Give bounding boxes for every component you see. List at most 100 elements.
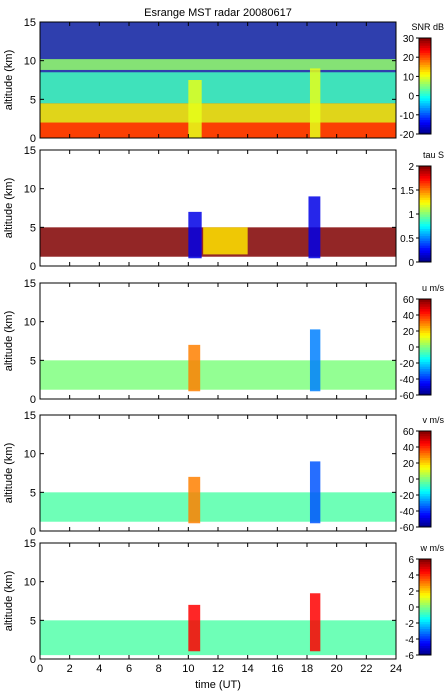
colorbar-swatch [419, 631, 431, 634]
colorbar-swatch [419, 308, 431, 312]
colorbar-swatch [419, 175, 431, 179]
colorbar-swatch [419, 392, 431, 396]
colorbar-swatch [419, 247, 431, 251]
colorbar-swatch [419, 81, 431, 85]
colorbar: 2 1.5 1 0.5 0 tau S [400, 150, 444, 269]
colorbar-swatch [419, 635, 431, 639]
colorbar-swatch [419, 166, 431, 169]
colorbar-swatch [419, 464, 431, 468]
colorbar-swatch [419, 378, 431, 382]
colorbar-swatch [419, 182, 431, 186]
colorbar-swatch [419, 252, 431, 256]
colorbar-swatch [419, 500, 431, 504]
colorbar-swatch [419, 563, 431, 567]
y-tick-label: 10 [24, 449, 36, 461]
colorbar-swatch [419, 347, 431, 350]
colorbar-swatch [419, 344, 431, 348]
colorbar-swatch [419, 597, 431, 601]
colorbar-tick-label: 60 [403, 295, 415, 306]
y-tick-label: 5 [30, 94, 36, 106]
colorbar-swatch [419, 568, 431, 572]
data-region [308, 196, 321, 259]
colorbar-swatch [419, 512, 431, 516]
colorbar-swatch [419, 363, 431, 367]
colorbar: 60 40 20 0 -20 -40 -60 v m/s [400, 415, 445, 534]
colorbar-swatch [419, 76, 431, 80]
colorbar-tick-label: -40 [400, 375, 415, 386]
colorbar-swatch [419, 240, 431, 244]
colorbar-swatch [419, 643, 431, 646]
colorbar-swatch [419, 88, 431, 92]
colorbar-swatch [419, 318, 431, 322]
colorbar-swatch [419, 62, 431, 65]
x-tick-label: 22 [360, 663, 372, 675]
colorbar-label: w m/s [420, 543, 445, 553]
colorbar-swatch [419, 380, 431, 384]
colorbar-swatch [419, 218, 431, 222]
colorbar-swatch [419, 351, 431, 355]
y-tick-label: 5 [30, 615, 36, 627]
colorbar-swatch [419, 640, 431, 644]
x-tick-label: 2 [67, 663, 73, 675]
data-region [40, 620, 396, 656]
colorbar-swatch [419, 354, 431, 358]
colorbar-swatch [419, 110, 431, 113]
colorbar-tick-label: 0 [408, 603, 414, 614]
y-tick-label: 15 [24, 538, 36, 550]
x-tick-label: 16 [271, 663, 283, 675]
colorbar-swatch [419, 373, 431, 377]
colorbar-swatch [419, 438, 431, 442]
colorbar-swatch [419, 230, 431, 234]
colorbar-swatch [419, 303, 431, 307]
colorbar-swatch [419, 117, 431, 121]
data-region [309, 329, 321, 392]
colorbar-swatch [419, 45, 431, 49]
colorbar-swatch [419, 561, 431, 565]
y-tick-label: 0 [30, 394, 36, 406]
colorbar-swatch [419, 614, 431, 618]
colorbar-tick-label: 2 [408, 162, 414, 173]
x-tick-label: 20 [331, 663, 343, 675]
colorbar-swatch [419, 112, 431, 116]
data-region [40, 72, 396, 104]
y-tick-label: 15 [24, 410, 36, 422]
data-region [40, 360, 396, 390]
colorbar-swatch [419, 259, 431, 263]
colorbar-tick-label: -20 [400, 130, 415, 141]
colorbar-tick-label: 20 [403, 53, 415, 64]
y-axis-label: altitude (km) [3, 178, 15, 239]
colorbar-swatch [419, 330, 431, 334]
data-region [188, 80, 202, 138]
colorbar-swatch [419, 623, 431, 627]
y-axis-label: altitude (km) [3, 443, 15, 504]
colorbar-tick-label: -4 [405, 635, 414, 646]
colorbar-swatch [419, 479, 431, 482]
colorbar-swatch [419, 180, 431, 184]
colorbar-swatch [419, 211, 431, 215]
colorbar-swatch [419, 481, 431, 485]
colorbar-swatch [419, 119, 431, 123]
colorbar-swatch [419, 587, 431, 591]
data-region [203, 227, 248, 255]
colorbar-swatch [419, 223, 431, 227]
colorbar-swatch [419, 93, 431, 97]
data-region [188, 604, 201, 652]
x-tick-label: 12 [212, 663, 224, 675]
colorbar-swatch [419, 498, 431, 502]
y-tick-label: 15 [24, 145, 36, 157]
colorbar-swatch [419, 170, 431, 174]
colorbar-swatch [419, 98, 431, 101]
colorbar-swatch [419, 233, 431, 237]
colorbar-swatch [419, 126, 431, 130]
colorbar-swatch [419, 503, 431, 506]
colorbar: 30 20 10 0 -10 -20 SNR dB [400, 22, 444, 141]
colorbar-swatch [419, 578, 431, 582]
colorbar-tick-label: 6 [408, 555, 414, 566]
colorbar-swatch [419, 38, 431, 41]
colorbar-swatch [419, 361, 431, 365]
colorbar-swatch [419, 90, 431, 94]
colorbar-swatch [419, 306, 431, 310]
x-tick-label: 24 [390, 663, 402, 675]
colorbar-swatch [419, 199, 431, 203]
colorbar-swatch [419, 335, 431, 338]
